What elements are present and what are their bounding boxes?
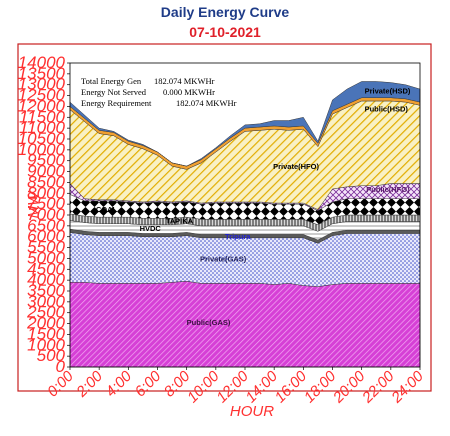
y-tick-label: 9500 bbox=[27, 151, 65, 170]
y-tick-label: 2000 bbox=[26, 314, 65, 333]
y-tick-label: 11500 bbox=[19, 107, 66, 126]
y-tick-label: 10500 bbox=[18, 129, 66, 148]
plot-frame bbox=[17, 43, 432, 392]
y-tick-label: 6000 bbox=[27, 227, 65, 246]
y-tick-label: 11000 bbox=[19, 118, 66, 137]
x-tick-label: 24:00 bbox=[388, 367, 428, 407]
info-ens-value: 0.000 MKWHr bbox=[163, 87, 215, 97]
stacked-areas bbox=[69, 81, 421, 368]
x-tick-label: 18:00 bbox=[301, 367, 340, 406]
y-tick-label: 2500 bbox=[26, 303, 65, 322]
x-tick-label: 22:00 bbox=[358, 367, 398, 407]
energy-info: Total Energy Gen 182.074 MKWHr Energy No… bbox=[81, 76, 237, 108]
info-gen-label: Total Energy Gen bbox=[81, 76, 142, 86]
y-tick-label: 4500 bbox=[27, 259, 65, 278]
y-tick-label: 5500 bbox=[27, 238, 65, 257]
y-tick-label: 6500 bbox=[27, 216, 65, 235]
x-tick-label: 0:00 bbox=[44, 367, 77, 400]
y-tick-label: 0 bbox=[56, 357, 66, 376]
x-axis: 0:002:004:006:008:0010:0012:0014:0016:00… bbox=[44, 367, 427, 407]
x-tick-label: 6:00 bbox=[132, 367, 165, 400]
series-label-private-gas: Private(GAS) bbox=[200, 255, 247, 264]
y-axis-label: MW bbox=[25, 190, 42, 218]
series-label-coal: COAL bbox=[96, 205, 118, 214]
x-tick-label: 14:00 bbox=[242, 367, 281, 406]
x-tick-label: 4:00 bbox=[102, 367, 135, 400]
y-tick-label: 500 bbox=[37, 346, 66, 365]
y-tick-label: 3500 bbox=[27, 281, 65, 300]
y-tick-label: 5000 bbox=[27, 248, 65, 267]
info-req-value: 182.074 MKWHr bbox=[176, 98, 237, 108]
series-label-private-hsd: Private(HSD) bbox=[365, 87, 411, 96]
series-label-tripura: Tripura bbox=[225, 232, 251, 241]
area-public-gas bbox=[69, 280, 421, 368]
y-tick-label: 1500 bbox=[27, 324, 65, 343]
series-label-tapika: TAPIKA bbox=[166, 216, 194, 225]
y-tick-label: 8500 bbox=[27, 172, 65, 191]
info-ens-label: Energy Not Served bbox=[81, 87, 147, 97]
y-tick-label: 13000 bbox=[18, 75, 66, 94]
series-label-hvdc: HVDC bbox=[140, 224, 162, 233]
y-tick-label: 8000 bbox=[27, 183, 65, 202]
info-req-label: Energy Requirement bbox=[81, 98, 152, 108]
y-tick-label: 12000 bbox=[18, 96, 66, 115]
y-tick-label: 7500 bbox=[27, 194, 65, 213]
y-axis: 0500100015002000250030003500400045005000… bbox=[18, 53, 70, 376]
series-label-private-hfo: Private(HFO) bbox=[273, 162, 319, 171]
y-tick-label: 3000 bbox=[27, 292, 65, 311]
x-tick-label: 10:00 bbox=[184, 367, 223, 406]
y-tick-label: 10000 bbox=[18, 140, 66, 159]
y-tick-label: 9000 bbox=[27, 162, 65, 181]
series-label-public-hsd: Public(HSD) bbox=[365, 104, 409, 113]
y-tick-label: 13500 bbox=[18, 64, 66, 83]
y-tick-label: 14000 bbox=[18, 53, 66, 72]
y-tick-label: 12500 bbox=[18, 86, 66, 105]
chart-title: Daily Energy Curve bbox=[161, 4, 290, 20]
x-tick-label: 2:00 bbox=[73, 367, 107, 401]
y-tick-label: 4000 bbox=[27, 270, 65, 289]
y-tick-label: 7000 bbox=[27, 205, 65, 224]
chart-date: 07-10-2021 bbox=[189, 24, 261, 40]
x-tick-label: 20:00 bbox=[329, 367, 369, 407]
y-tick-label: 1000 bbox=[27, 335, 65, 354]
x-tick-label: 12:00 bbox=[213, 367, 252, 406]
info-gen-value: 182.074 MKWHr bbox=[154, 76, 215, 86]
series-label-public-hfo: Public(HFO) bbox=[366, 185, 410, 194]
series-labels: Public(GAS) Private(GAS) Tripura HVDC TAPIKA… bbox=[96, 87, 411, 328]
x-axis-label: HOUR bbox=[230, 403, 274, 420]
series-label-public-gas: Public(GAS) bbox=[187, 318, 231, 327]
x-tick-label: 16:00 bbox=[272, 367, 311, 406]
